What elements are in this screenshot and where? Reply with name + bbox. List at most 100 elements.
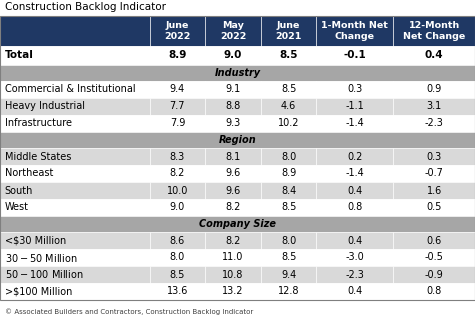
Text: -0.9: -0.9 (425, 269, 444, 280)
Text: 0.8: 0.8 (347, 203, 362, 212)
Bar (0, 65, 475, 81)
Bar (316, 182, 393, 199)
Text: 0.4: 0.4 (347, 185, 362, 196)
Bar (150, 232, 205, 249)
Bar (393, 283, 475, 300)
Bar (261, 16, 316, 46)
Text: -0.5: -0.5 (425, 253, 444, 262)
Text: 0.4: 0.4 (425, 50, 444, 61)
Bar (393, 199, 475, 216)
Text: 8.3: 8.3 (170, 152, 185, 161)
Bar (150, 148, 205, 165)
Text: 8.5: 8.5 (281, 85, 296, 94)
Text: -2.3: -2.3 (345, 269, 364, 280)
Bar (316, 115, 393, 132)
Text: © Associated Builders and Contractors, Construction Backlog Indicator: © Associated Builders and Contractors, C… (5, 308, 253, 315)
Bar (316, 148, 393, 165)
Text: June
2022: June 2022 (164, 22, 190, 41)
Text: 0.3: 0.3 (427, 152, 442, 161)
Bar (0, 16, 475, 300)
Text: 8.0: 8.0 (281, 236, 296, 245)
Text: -1.1: -1.1 (345, 101, 364, 112)
Bar (316, 46, 393, 65)
Text: 11.0: 11.0 (222, 253, 244, 262)
Bar (205, 249, 261, 266)
Text: >$100 Million: >$100 Million (5, 287, 72, 296)
Text: 9.0: 9.0 (224, 50, 242, 61)
Bar (150, 199, 205, 216)
Text: 8.9: 8.9 (168, 50, 187, 61)
Bar (0, 199, 150, 216)
Bar (393, 182, 475, 199)
Text: Construction Backlog Indicator: Construction Backlog Indicator (5, 2, 166, 12)
Bar (0, 132, 475, 148)
Text: Industry: Industry (214, 68, 261, 78)
Bar (261, 115, 316, 132)
Bar (0, 182, 150, 199)
Text: -3.0: -3.0 (345, 253, 364, 262)
Text: 0.8: 0.8 (427, 287, 442, 296)
Text: 8.6: 8.6 (170, 236, 185, 245)
Text: 9.6: 9.6 (225, 185, 241, 196)
Bar (150, 165, 205, 182)
Text: Company Size: Company Size (199, 219, 276, 229)
Bar (0, 232, 150, 249)
Bar (261, 199, 316, 216)
Bar (316, 232, 393, 249)
Text: 0.4: 0.4 (347, 287, 362, 296)
Text: 12-Month
Net Change: 12-Month Net Change (403, 22, 466, 41)
Bar (261, 148, 316, 165)
Text: 0.4: 0.4 (347, 236, 362, 245)
Bar (150, 81, 205, 98)
Text: 8.4: 8.4 (281, 185, 296, 196)
Text: 12.8: 12.8 (278, 287, 299, 296)
Bar (205, 16, 261, 46)
Bar (393, 98, 475, 115)
Bar (261, 81, 316, 98)
Text: 8.8: 8.8 (225, 101, 241, 112)
Bar (393, 232, 475, 249)
Text: 10.0: 10.0 (167, 185, 188, 196)
Bar (316, 165, 393, 182)
Bar (0, 46, 150, 65)
Text: 0.2: 0.2 (347, 152, 362, 161)
Text: 8.5: 8.5 (281, 253, 296, 262)
Text: June
2021: June 2021 (276, 22, 302, 41)
Bar (205, 98, 261, 115)
Text: Heavy Industrial: Heavy Industrial (5, 101, 85, 112)
Bar (205, 46, 261, 65)
Text: 9.6: 9.6 (225, 169, 241, 178)
Bar (205, 115, 261, 132)
Text: 0.9: 0.9 (427, 85, 442, 94)
Bar (0, 283, 150, 300)
Bar (393, 266, 475, 283)
Text: 9.0: 9.0 (170, 203, 185, 212)
Bar (261, 266, 316, 283)
Bar (0, 148, 150, 165)
Bar (205, 182, 261, 199)
Bar (0, 16, 150, 46)
Bar (0, 249, 150, 266)
Text: Commercial & Institutional: Commercial & Institutional (5, 85, 135, 94)
Text: 3.1: 3.1 (427, 101, 442, 112)
Bar (316, 16, 393, 46)
Text: 9.4: 9.4 (170, 85, 185, 94)
Text: 8.2: 8.2 (225, 203, 241, 212)
Text: 4.6: 4.6 (281, 101, 296, 112)
Bar (261, 232, 316, 249)
Bar (0, 115, 150, 132)
Text: 1-Month Net
Change: 1-Month Net Change (322, 22, 388, 41)
Bar (316, 249, 393, 266)
Bar (261, 283, 316, 300)
Text: 7.7: 7.7 (170, 101, 185, 112)
Bar (150, 182, 205, 199)
Text: 1.6: 1.6 (427, 185, 442, 196)
Bar (205, 283, 261, 300)
Bar (393, 46, 475, 65)
Text: -1.4: -1.4 (345, 169, 364, 178)
Bar (261, 46, 316, 65)
Bar (261, 182, 316, 199)
Bar (393, 115, 475, 132)
Bar (261, 249, 316, 266)
Text: 7.9: 7.9 (170, 119, 185, 128)
